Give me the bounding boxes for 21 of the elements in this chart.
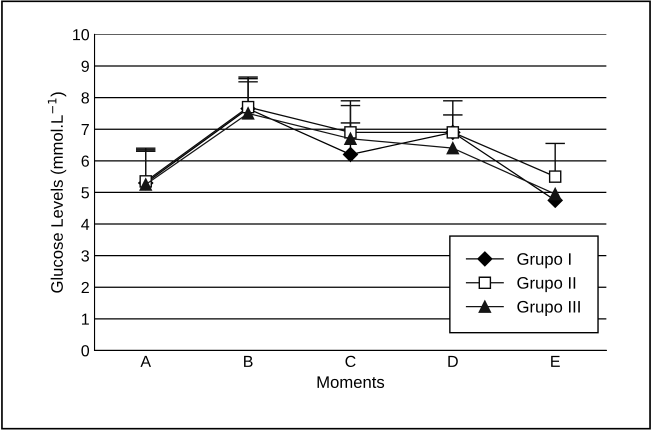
- x-tick-label: D: [448, 356, 458, 367]
- x-axis-title: Moments: [318, 376, 384, 388]
- y-tick-label: 0: [81, 345, 90, 356]
- legend-label: Grupo I: [517, 253, 571, 268]
- y-tick-label: 6: [82, 155, 89, 167]
- y-tick-label: 10: [73, 29, 90, 40]
- y-tick-label: 7: [82, 124, 89, 135]
- x-tick-label: A: [140, 356, 152, 367]
- y-tick-label: 4: [81, 218, 90, 230]
- y-axis-title: Glucose Levels (mmol.L$^{−1}$): [48, 92, 66, 293]
- x-tick-label: E: [551, 356, 560, 367]
- x-tick-label: C: [345, 356, 356, 368]
- y-tick-label: 5: [81, 187, 90, 198]
- y-tick-label: 1: [82, 314, 89, 325]
- y-tick-label: 3: [81, 250, 89, 262]
- legend-label: Grupo II: [517, 277, 576, 292]
- y-tick-label: 2: [82, 282, 89, 294]
- legend-label: Grupo III: [517, 300, 580, 316]
- y-tick-label: 9: [82, 60, 89, 72]
- x-tick-label: B: [244, 356, 253, 367]
- y-tick-label: 8: [81, 92, 89, 104]
